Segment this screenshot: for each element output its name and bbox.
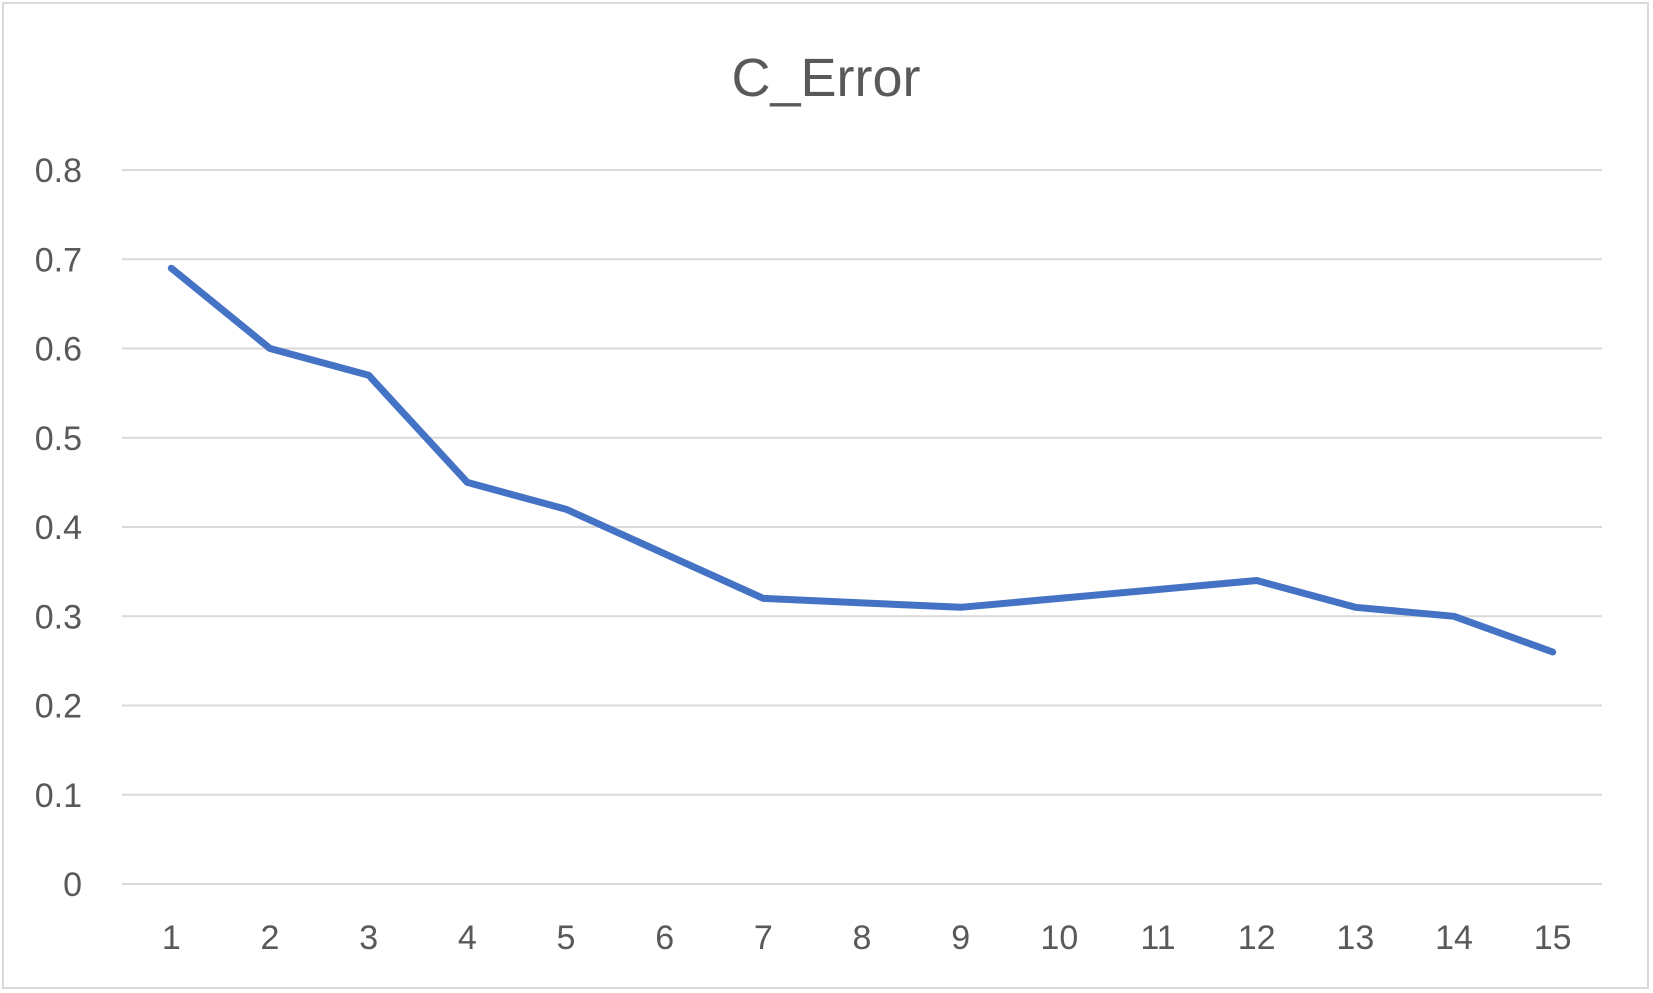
x-tick-label: 3 <box>359 919 378 957</box>
x-tick-label: 13 <box>1336 919 1374 957</box>
data-point <box>1058 597 1060 599</box>
data-point <box>1453 615 1455 617</box>
x-tick-label: 12 <box>1238 919 1276 957</box>
x-tick-label: 7 <box>754 919 773 957</box>
gridlines <box>122 169 1602 885</box>
y-tick-label: 0.5 <box>35 420 82 458</box>
data-point <box>170 267 172 269</box>
x-tick-label: 11 <box>1140 919 1175 957</box>
x-axis-tick-labels: 1 2 3 4 5 6 7 8 9 10 11 12 13 14 15 <box>162 919 1572 957</box>
data-point <box>269 348 271 349</box>
data-point <box>1552 651 1554 653</box>
y-tick-label: 0.1 <box>35 777 82 815</box>
series-layer <box>167 264 1557 656</box>
y-tick-label: 0.4 <box>35 509 82 547</box>
data-point <box>664 553 666 555</box>
data-point <box>368 374 370 376</box>
data-point <box>565 508 567 510</box>
y-axis-tick-labels: 0 0.1 0.2 0.3 0.4 0.5 0.6 0.7 0.8 <box>35 152 82 904</box>
data-point <box>1354 606 1356 608</box>
x-tick-label: 4 <box>458 919 477 957</box>
y-tick-label: 0 <box>63 866 82 904</box>
data-point <box>466 481 468 483</box>
series-line-0 <box>167 264 1557 656</box>
x-tick-label: 5 <box>557 919 576 957</box>
x-tick-label: 2 <box>261 919 280 957</box>
x-tick-label: 10 <box>1040 919 1078 957</box>
x-tick-label: 1 <box>162 919 181 957</box>
data-point <box>1256 580 1258 582</box>
x-tick-label: 15 <box>1534 919 1572 957</box>
x-tick-label: 6 <box>655 919 674 957</box>
x-tick-label: 9 <box>951 919 970 957</box>
y-tick-label: 0.3 <box>35 598 82 636</box>
x-tick-label: 8 <box>853 919 872 957</box>
data-point <box>1157 588 1159 590</box>
chart-title: C_Error <box>731 48 920 108</box>
data-point <box>861 602 863 604</box>
y-tick-label: 0.8 <box>35 152 82 190</box>
data-point <box>960 606 962 608</box>
data-point <box>762 597 764 599</box>
y-tick-label: 0.2 <box>35 688 82 726</box>
x-tick-label: 14 <box>1435 919 1473 957</box>
y-tick-label: 0.7 <box>35 241 82 279</box>
y-tick-label: 0.6 <box>35 331 82 369</box>
